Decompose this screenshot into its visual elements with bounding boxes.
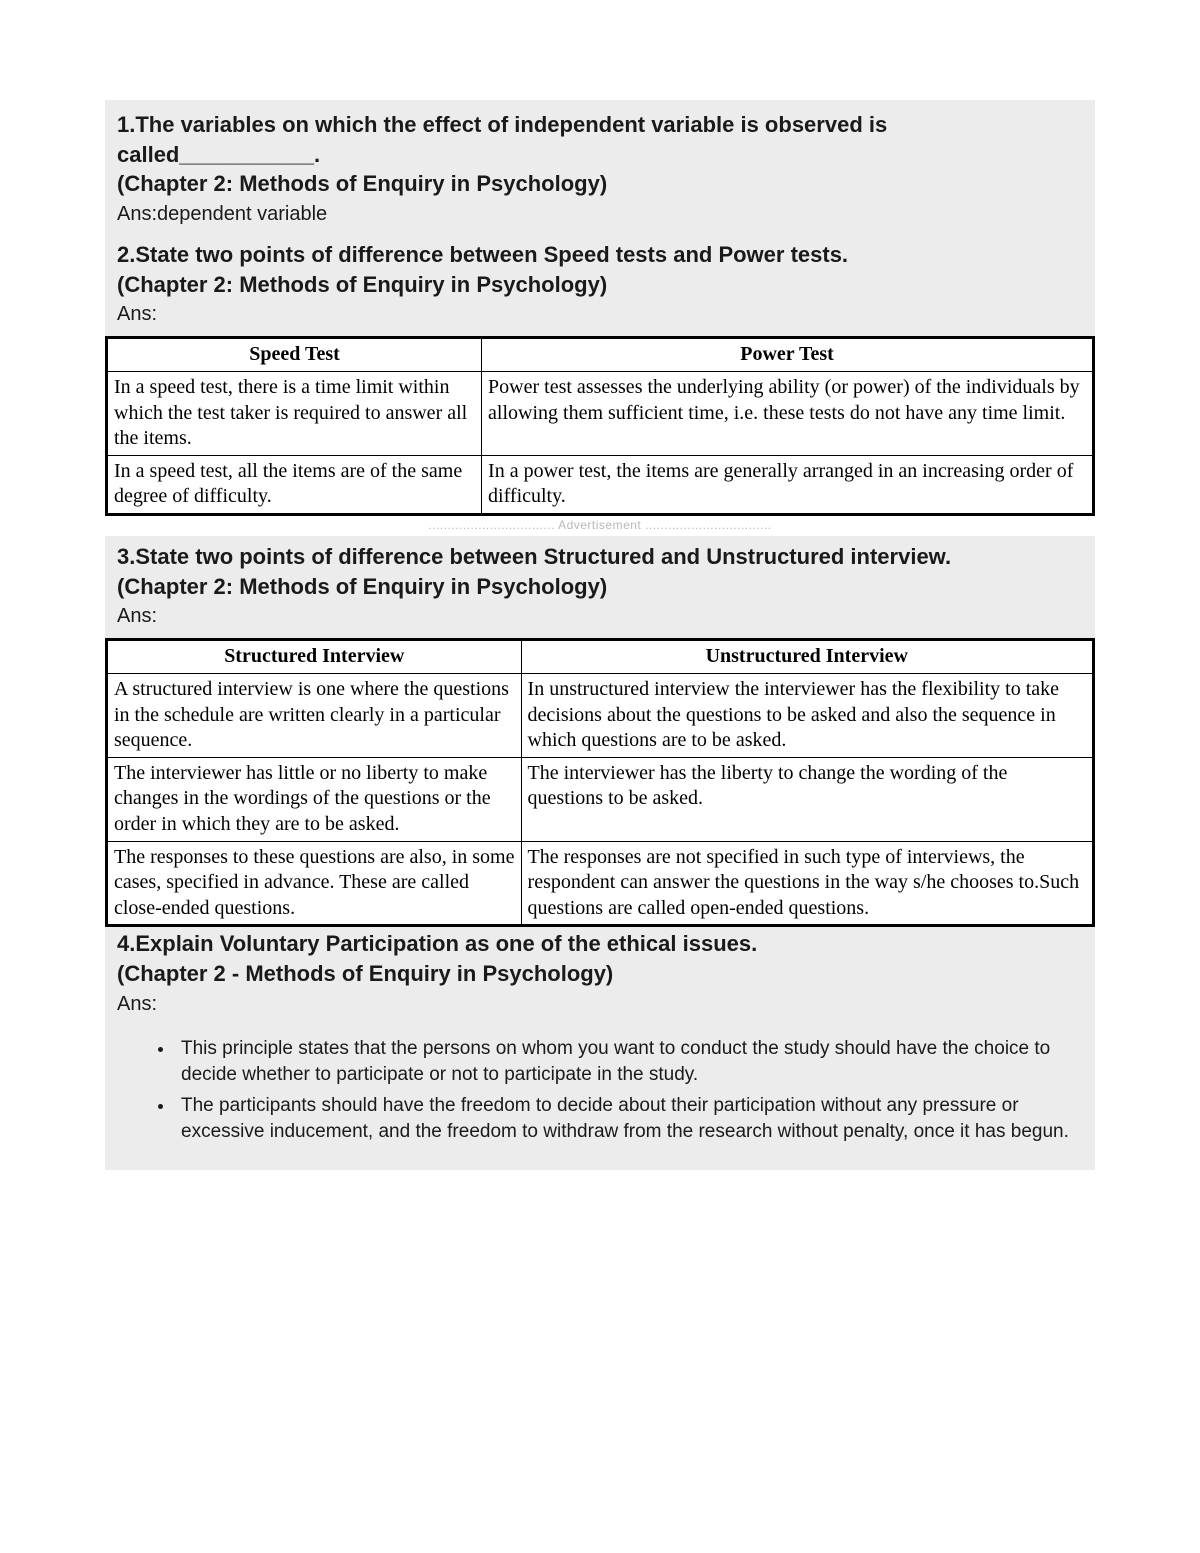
question-2-block: 2.State two points of difference between…: [105, 236, 1095, 336]
table-row: The responses to these questions are als…: [107, 841, 1094, 926]
q3-table-wrap: Structured Interview Unstructured Interv…: [105, 638, 1095, 927]
q2-line2: (Chapter 2: Methods of Enquiry in Psycho…: [117, 272, 607, 297]
table-header-row: Speed Test Power Test: [107, 338, 1094, 372]
q3-line1: 3.State two points of difference between…: [117, 544, 951, 569]
q1-line2: (Chapter 2: Methods of Enquiry in Psycho…: [117, 171, 607, 196]
q2-answer-label: Ans:: [117, 301, 1083, 328]
table-row: A structured interview is one where the …: [107, 673, 1094, 757]
q3-table: Structured Interview Unstructured Interv…: [105, 638, 1095, 927]
q2-heading: 2.State two points of difference between…: [117, 240, 1083, 299]
q3-r2c1: The responses are not specified in such …: [521, 841, 1093, 926]
q1-line1: 1.The variables on which the effect of i…: [117, 112, 887, 167]
q1-answer: Ans:dependent variable: [117, 201, 1083, 228]
q4-answer-label: Ans:: [117, 991, 1083, 1018]
q2-line1: 2.State two points of difference between…: [117, 242, 848, 267]
q2-col1-header: Speed Test: [107, 338, 482, 372]
question-3-block: 3.State two points of difference between…: [105, 536, 1095, 638]
q2-table-wrap: Speed Test Power Test In a speed test, t…: [105, 336, 1095, 516]
q3-r0c0: A structured interview is one where the …: [107, 673, 522, 757]
q4-line2: (Chapter 2 - Methods of Enquiry in Psych…: [117, 961, 613, 986]
q2-r0c0: In a speed test, there is a time limit w…: [107, 372, 482, 456]
q3-r1c0: The interviewer has little or no liberty…: [107, 757, 522, 841]
q4-bullet-list: This principle states that the persons o…: [117, 1036, 1083, 1146]
q3-r0c1: In unstructured interview the interviewe…: [521, 673, 1093, 757]
list-item: The participants should have the freedom…: [175, 1093, 1083, 1146]
question-1-block: 1.The variables on which the effect of i…: [105, 100, 1095, 236]
table-row: In a speed test, there is a time limit w…: [107, 372, 1094, 456]
q3-answer-label: Ans:: [117, 603, 1083, 630]
question-4-block: 4.Explain Voluntary Participation as one…: [105, 927, 1095, 1170]
advertisement-label: ................................. Advert…: [105, 516, 1095, 536]
q1-heading: 1.The variables on which the effect of i…: [117, 110, 1083, 199]
q2-r0c1: Power test assesses the underlying abili…: [482, 372, 1094, 456]
q3-col1-header: Structured Interview: [107, 640, 522, 674]
q2-r1c0: In a speed test, all the items are of th…: [107, 455, 482, 514]
q3-heading: 3.State two points of difference between…: [117, 542, 1083, 601]
q2-table: Speed Test Power Test In a speed test, t…: [105, 336, 1095, 516]
list-item: This principle states that the persons o…: [175, 1036, 1083, 1089]
document-page: 1.The variables on which the effect of i…: [0, 0, 1200, 1553]
q2-col2-header: Power Test: [482, 338, 1094, 372]
q3-line2: (Chapter 2: Methods of Enquiry in Psycho…: [117, 574, 607, 599]
q3-r2c0: The responses to these questions are als…: [107, 841, 522, 926]
q3-col2-header: Unstructured Interview: [521, 640, 1093, 674]
table-row: In a speed test, all the items are of th…: [107, 455, 1094, 514]
q2-r1c1: In a power test, the items are generally…: [482, 455, 1094, 514]
table-row: The interviewer has little or no liberty…: [107, 757, 1094, 841]
q3-r1c1: The interviewer has the liberty to chang…: [521, 757, 1093, 841]
table-header-row: Structured Interview Unstructured Interv…: [107, 640, 1094, 674]
q4-heading: 4.Explain Voluntary Participation as one…: [117, 929, 1083, 988]
q4-line1: 4.Explain Voluntary Participation as one…: [117, 931, 757, 956]
